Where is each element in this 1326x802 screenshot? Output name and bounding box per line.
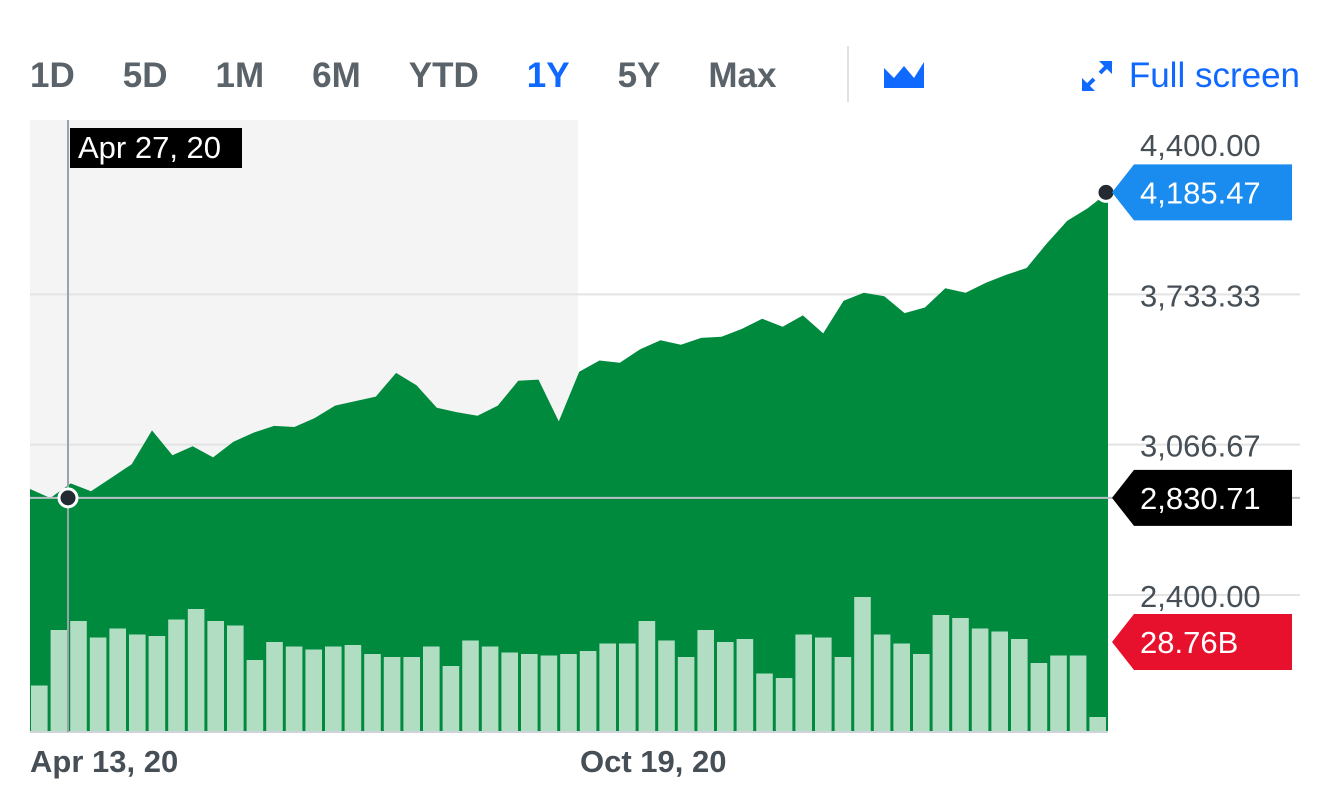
range-tab-5d[interactable]: 5D [122,56,168,95]
volume-bar [70,621,87,732]
volume-bar [560,654,577,732]
volume-bar [638,621,656,732]
toolbar-divider [847,46,849,102]
volume-bar [148,636,166,732]
last-price-badge-shape [1112,164,1292,221]
volume-bar [227,625,244,732]
volume-bar [207,621,224,732]
volume-bar [717,642,734,732]
volume-bar [991,631,1008,732]
volume-bar [736,639,754,732]
volume-bar [285,646,303,732]
volume-bar [521,654,538,732]
volume-bar [971,628,989,732]
range-tab-6m[interactable]: 6M [312,56,361,95]
volume-bar [168,619,185,732]
range-tab-ytd[interactable]: YTD [408,56,479,95]
volume-bar [403,657,420,732]
range-tab-1d[interactable]: 1D [30,56,75,95]
y-tick-label: 3,733.33 [1140,278,1261,313]
volume-bar [834,657,852,732]
y-tick-label: 2,400.00 [1140,579,1261,614]
volume-bar [109,628,126,732]
volume-bar [31,685,48,732]
volume-bar [50,630,68,732]
volume-bar [305,649,322,732]
volume-bar [1089,717,1106,732]
volume-bar [481,646,499,732]
volume-bar [1011,639,1028,732]
volume-bar [325,646,342,732]
volume-bar [1069,655,1087,732]
volume-bar [442,666,460,732]
last-price-badge: 4,185.47 [1112,164,1292,221]
y-tick-label: 4,400.00 [1140,128,1261,163]
area-chart-icon[interactable] [882,58,926,90]
volume-bar [89,637,107,732]
chart-toolbar: 1D 5D 1M 6M YTD 1Y 5Y Max Full screen [0,40,1326,112]
price-area [30,192,1108,732]
volume-bar [187,609,205,732]
volume-bar [501,652,518,732]
volume-badge-text: 28.76B [1140,625,1238,660]
volume-bar [775,678,793,732]
x-tick-label: Apr 13, 20 [30,744,178,779]
fullscreen-button[interactable]: Full screen [1079,54,1300,98]
volume-bar [579,651,597,732]
crosshair-price-badge-shape [1112,469,1292,526]
range-tab-5y[interactable]: 5Y [617,56,661,95]
volume-bar [815,637,832,732]
volume-bar [1050,655,1067,732]
volume-bar [873,634,891,732]
x-tick-label: Oct 19, 20 [580,744,726,779]
range-tabs: 1D 5D 1M 6M YTD 1Y 5Y Max [30,54,824,98]
range-tab-1y[interactable]: 1Y [526,56,570,95]
y-tick-label: 3,066.67 [1140,429,1261,464]
last-price-badge-text: 4,185.47 [1140,175,1261,210]
volume-bar [344,645,362,732]
volume-badge: 28.76B [1112,614,1292,670]
crosshair-price-badge-text: 2,830.71 [1140,481,1261,516]
volume-bar [246,660,264,732]
volume-bar [129,634,146,732]
crosshair-date-label: Apr 27, 20 [78,130,221,165]
volume-bar [619,643,636,732]
volume-bar [952,618,969,732]
volume-bar [658,640,675,732]
price-chart[interactable]: 4,400.00 3,733.33 3,066.67 2,400.00 Apr 13, … [0,120,1326,800]
crosshair-price-badge: 2,830.71 [1112,469,1292,526]
range-tab-1m[interactable]: 1M [215,56,265,95]
volume-bar [540,655,558,732]
range-tab-max[interactable]: Max [708,56,777,95]
volume-bar [364,654,381,732]
volume-bar [913,654,930,732]
expand-arrows-icon [1081,60,1113,92]
volume-bar [893,643,910,732]
volume-bar [462,640,479,732]
volume-bar [599,643,616,732]
volume-bar [697,630,714,732]
volume-bar [423,646,440,732]
volume-bar [795,634,812,732]
volume-badge-shape [1112,614,1292,670]
volume-bar [854,597,871,732]
volume-bar [1030,663,1048,732]
volume-bar [266,642,283,732]
crosshair-point [57,487,79,509]
volume-bar [383,657,401,732]
volume-bar [756,673,773,732]
fullscreen-label: Full screen [1128,56,1300,95]
volume-bar [677,657,695,732]
volume-bar [932,615,950,732]
crosshair-date-badge [70,128,242,168]
